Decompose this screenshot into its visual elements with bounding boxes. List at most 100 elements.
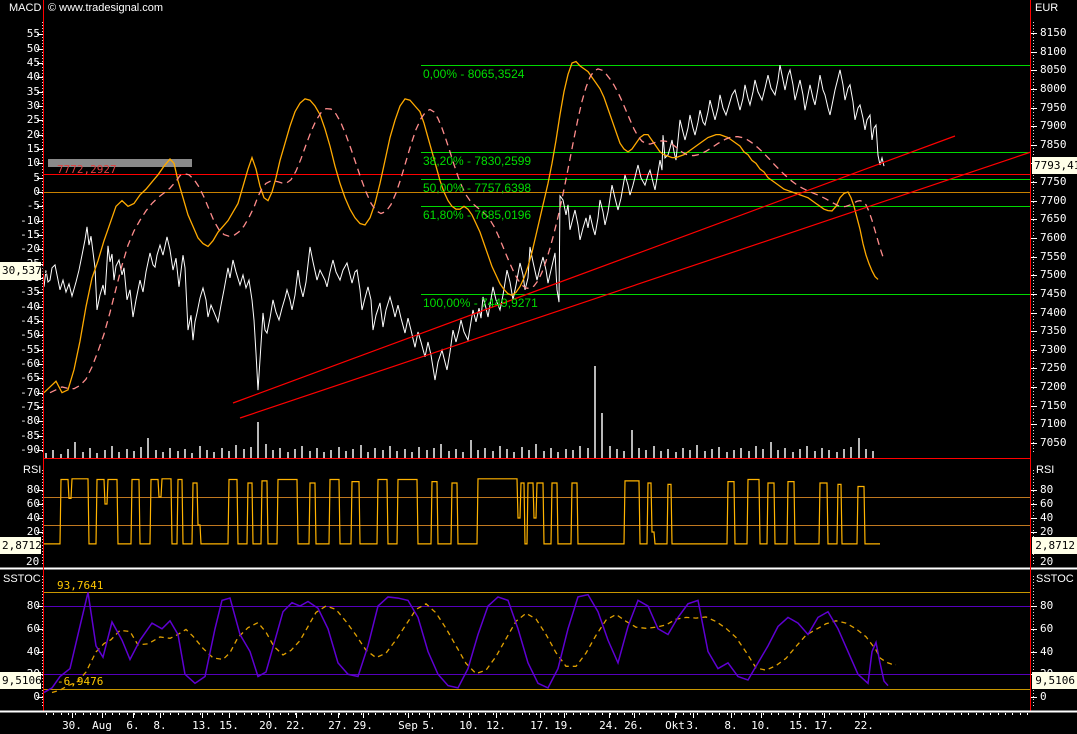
macd-axis-label: 20 [26,128,40,141]
macd-axis-label: 35 [26,85,40,98]
volume-bar [367,452,369,458]
volume-bar [213,452,215,458]
eur-axis-label: 7850 [1040,138,1067,151]
volume-bar [594,366,596,458]
date-label: 5. [422,719,436,732]
volume-bar [111,446,113,458]
sstoc-current-value-box-right: 9,5106 [1032,672,1077,689]
sstoc-axis-label: 80 [1040,599,1054,612]
rsi-panel-title-right: RSI [1036,464,1055,476]
volume-bar [653,446,655,458]
volume-bar [235,445,237,458]
date-label: 15. [219,719,239,732]
volume-bar [426,450,428,458]
volume-bar [667,449,669,458]
fib-level-label: 61,80% - 7685,0196 [423,208,532,222]
volume-bar [762,449,764,458]
volume-bar [411,452,413,458]
volume-bar [272,450,274,458]
macd-axis-label: -5 [26,199,40,212]
volume-bar [389,446,391,458]
date-label: 13. [192,719,212,732]
volume-bar [140,447,142,458]
volume-bar [455,449,457,458]
macd-panel-title: MACD [9,2,42,14]
volume-bar [96,453,98,458]
eur-axis-label: 7950 [1040,101,1067,114]
volume-bar [396,451,398,458]
volume-bar [484,448,486,458]
sstoc-panel-title-right: SSTOC [1036,573,1074,585]
macd-axis-label: -75 [20,400,40,413]
volume-bar [828,450,830,458]
eur-axis-label: 8000 [1040,82,1067,95]
sstoc-lower-extreme-label: -6,9476 [57,675,104,688]
macd-axis-label: 15 [26,142,40,155]
volume-bar [726,452,728,458]
eur-axis-label: 7100 [1040,417,1067,430]
date-label: 15. [789,719,809,732]
date-label: 20. [259,719,279,732]
volume-bar [133,451,135,458]
volume-bar [477,450,479,458]
rsi-axis-label: 20 [1040,525,1054,538]
date-label: Sep [398,719,418,732]
rsi-current-value-box-left: 2,8712 [0,537,42,554]
volume-bar [733,450,735,458]
volume-bar [565,449,567,458]
volume-bar [872,451,874,458]
macd-axis-label: 0 [33,185,40,198]
volume-bar [718,447,720,458]
eur-axis-label: 7700 [1040,194,1067,207]
macd-axis-label: 5 [33,171,40,184]
price-series [43,64,885,391]
stoch-k-line [43,592,889,694]
volume-bar [682,448,684,458]
volume-bar [60,454,62,458]
volume-bar [279,448,281,458]
volume-bar [792,452,794,458]
volume-bar [865,449,867,458]
eur-axis-label: 7400 [1040,306,1067,319]
volume-bar [287,452,289,458]
date-label: 26. [624,719,644,732]
rsi-panel-title-left: RSI [23,464,42,476]
macd-axis-label: -65 [20,371,40,384]
macd-axis-label: 10 [26,156,40,169]
volume-bar [587,448,589,458]
macd-axis-label: 50 [26,42,40,55]
volume-bar [506,449,508,458]
volume-bar [67,449,69,458]
macd-axis-label: 40 [26,70,40,83]
volume-bar [199,446,201,458]
fib-level-label: 38,20% - 7830,2599 [423,154,532,168]
date-label: 17. [814,719,834,732]
eur-axis-label: 7350 [1040,324,1067,337]
date-label: 6. [126,719,140,732]
volume-bar [338,447,340,458]
volume-bar [352,449,354,458]
rsi-axis-label: 80 [1040,483,1054,496]
volume-bar [433,448,435,458]
macd-axis-label: -80 [20,414,40,427]
eur-axis-label: 7250 [1040,361,1067,374]
date-label: 8. [724,719,738,732]
volume-bar [118,452,120,458]
macd-current-value-box: 30,5378 [0,262,48,280]
volume-bar [631,430,633,458]
eur-axis-label: 8050 [1040,63,1067,76]
eur-axis-label: 8150 [1040,26,1067,39]
eur-axis-label: 7450 [1040,287,1067,300]
rsi-axis-label: 20 [26,525,40,538]
date-label: 8. [153,719,167,732]
volume-bar [609,446,611,458]
volume-bar [660,451,662,458]
eur-axis-title: EUR [1035,2,1059,14]
volume-bar [316,448,318,458]
date-label: 27. [328,719,348,732]
volume-bar [440,444,442,458]
volume-bar [638,448,640,458]
volume-bar [748,451,750,458]
macd-axis-label: -50 [20,328,40,341]
rsi-lower-tick-label-left: 20 [26,555,40,568]
